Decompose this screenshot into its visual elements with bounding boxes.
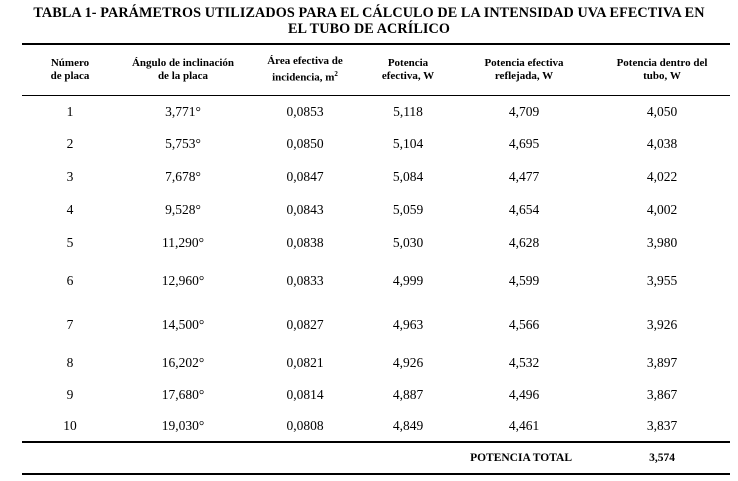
cell-reflected: 4,477 [508, 168, 540, 184]
cell-area: 0,0843 [286, 201, 324, 217]
header-inclination-angle: Ángulo de inclinación de la placa [118, 43, 248, 96]
cell-area: 0,0814 [286, 386, 324, 402]
total-label: POTENCIA TOTAL [362, 441, 594, 475]
table-row: 1 3,771° 0,0853 5,118 4,709 4,050 [22, 96, 730, 128]
header-tube-power: Potencia dentro del tubo, W [594, 43, 730, 96]
cell-angle: 17,680° [161, 386, 205, 402]
cell-plate: 10 [22, 411, 118, 443]
table-row: 6 12,960° 0,0833 4,999 4,599 3,955 [22, 260, 730, 302]
cell-plate: 8 [66, 354, 74, 370]
cell-power: 4,926 [392, 354, 424, 370]
cell-angle: 5,753° [165, 135, 201, 151]
table-row: 9 17,680° 0,0814 4,887 4,496 3,867 [22, 378, 730, 412]
cell-angle: 7,678° [165, 168, 201, 184]
cell-area: 0,0808 [248, 411, 362, 443]
cell-tube: 4,050 [646, 103, 678, 119]
cell-tube: 3,955 [646, 272, 678, 288]
cell-power: 5,030 [392, 234, 424, 250]
cell-reflected: 4,566 [508, 316, 540, 332]
cell-angle: 3,771° [165, 103, 201, 119]
cell-plate: 4 [66, 201, 74, 217]
cell-area: 0,0847 [286, 168, 324, 184]
header-effective-area: Área efectiva de incidencia, m2 [248, 43, 362, 96]
cell-power: 5,104 [392, 135, 424, 151]
cell-tube: 4,002 [646, 201, 678, 217]
table-container: Número de placa Ángulo de inclinación de l… [22, 43, 730, 475]
total-value: 3,574 [594, 441, 730, 475]
table-row: 3 7,678° 0,0847 5,084 4,477 4,022 [22, 160, 730, 194]
cell-power: 5,059 [392, 201, 424, 217]
cell-plate: 6 [66, 272, 74, 288]
cell-tube: 3,837 [594, 411, 730, 443]
cell-power: 5,084 [392, 168, 424, 184]
parameters-table: Número de placa Ángulo de inclinación de l… [22, 43, 730, 475]
cell-angle: 16,202° [161, 354, 205, 370]
cell-tube: 3,980 [646, 234, 678, 250]
cell-reflected: 4,628 [508, 234, 540, 250]
table-body: 1 3,771° 0,0853 5,118 4,709 4,050 2 5,75… [22, 96, 730, 443]
cell-power: 4,887 [392, 386, 424, 402]
table-row: 2 5,753° 0,0850 5,104 4,695 4,038 [22, 128, 730, 160]
table-row: 4 9,528° 0,0843 5,059 4,654 4,002 [22, 194, 730, 226]
table-title-line-1: TABLA 1- PARÁMETROS UTILIZADOS PARA EL C… [33, 5, 705, 21]
table-row: 5 11,290° 0,0838 5,030 4,628 3,980 [22, 226, 730, 260]
cell-area: 0,0838 [286, 234, 324, 250]
cell-area: 0,0850 [286, 135, 324, 151]
cell-reflected: 4,496 [508, 386, 540, 402]
cell-reflected: 4,654 [508, 201, 540, 217]
cell-area: 0,0821 [286, 354, 324, 370]
total-row: POTENCIA TOTAL 3,574 [22, 441, 730, 475]
header-reflected-power: Potencia efectiva reflejada, W [454, 43, 594, 96]
table-title: TABLA 1- PARÁMETROS UTILIZADOS PARA EL C… [0, 5, 738, 37]
cell-reflected: 4,599 [508, 272, 540, 288]
table-row: 8 16,202° 0,0821 4,926 4,532 3,897 [22, 348, 730, 378]
cell-power: 4,999 [392, 272, 424, 288]
cell-plate: 2 [66, 135, 74, 151]
header-row: Número de placa Ángulo de inclinación de l… [22, 43, 730, 96]
table-row: 7 14,500° 0,0827 4,963 4,566 3,926 [22, 302, 730, 348]
cell-reflected: 4,532 [508, 354, 540, 370]
cell-tube: 4,022 [646, 168, 678, 184]
cell-power: 4,963 [392, 316, 424, 332]
table-title-line-2: EL TUBO DE ACRÍLICO [287, 21, 451, 37]
cell-tube: 3,897 [646, 354, 678, 370]
cell-power: 5,118 [393, 103, 423, 119]
cell-angle: 11,290° [161, 234, 205, 250]
header-plate-number: Número de placa [22, 43, 118, 96]
cell-tube: 4,038 [646, 135, 678, 151]
cell-plate: 5 [66, 234, 74, 250]
cell-plate: 3 [66, 168, 74, 184]
cell-reflected: 4,461 [454, 411, 594, 443]
cell-tube: 3,867 [646, 386, 678, 402]
cell-tube: 3,926 [646, 316, 678, 332]
cell-area: 0,0833 [286, 272, 324, 288]
cell-angle: 9,528° [165, 201, 201, 217]
cell-plate: 7 [66, 316, 74, 332]
cell-plate: 9 [66, 386, 74, 402]
cell-power: 4,849 [362, 411, 454, 443]
cell-angle: 12,960° [161, 272, 205, 288]
cell-angle: 19,030° [118, 411, 248, 443]
cell-angle: 14,500° [161, 316, 205, 332]
table-row: 10 19,030° 0,0808 4,849 4,461 3,837 [22, 411, 730, 443]
cell-plate: 1 [66, 103, 74, 119]
cell-area: 0,0853 [286, 103, 324, 119]
cell-area: 0,0827 [286, 316, 324, 332]
cell-reflected: 4,695 [508, 135, 540, 151]
header-effective-power: Potencia efectiva, W [362, 43, 454, 96]
cell-reflected: 4,709 [508, 103, 540, 119]
